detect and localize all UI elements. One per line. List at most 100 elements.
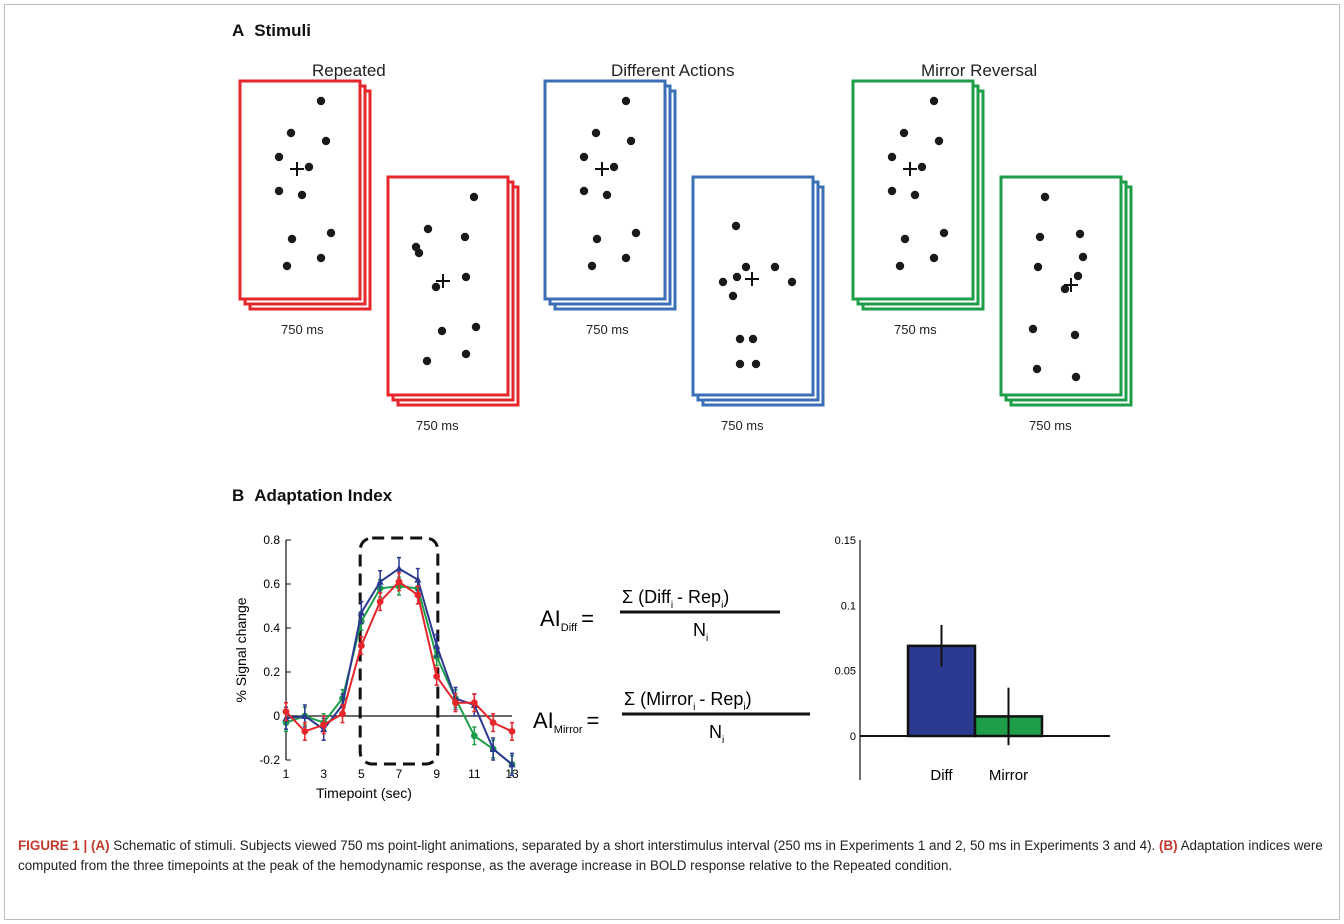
- x-axis-label: Timepoint (sec): [316, 785, 412, 801]
- point-light-dot: [917, 162, 927, 172]
- stimulus-frame-first-layer: [543, 79, 667, 301]
- y-axis-label: % Signal change: [233, 597, 249, 702]
- point-light-dot: [1071, 372, 1081, 382]
- point-light-dot: [592, 234, 602, 244]
- point-light-dot: [770, 262, 780, 272]
- point-light-dot: [939, 228, 949, 238]
- y-tick-label: 0.6: [263, 577, 280, 591]
- data-point: [395, 564, 403, 572]
- point-light-dot: [1073, 271, 1083, 281]
- formula-lhs: AIDiff =: [540, 606, 594, 634]
- condition-title: Mirror Reversal: [921, 61, 1037, 80]
- point-light-dot: [461, 349, 471, 359]
- duration-label: 750 ms: [894, 322, 937, 337]
- formula-sigma: Σ: [622, 587, 638, 607]
- point-light-dot: [304, 162, 314, 172]
- point-light-dot: [900, 234, 910, 244]
- y-tick-label: 0.2: [263, 665, 280, 679]
- x-tick-label: 11: [468, 767, 481, 781]
- point-light-dot: [579, 152, 589, 162]
- point-light-dot: [1075, 229, 1085, 239]
- data-point: [357, 642, 365, 649]
- point-light-dot: [895, 261, 905, 271]
- point-light-dot: [735, 359, 745, 369]
- y-tick-label: 0.4: [263, 621, 280, 635]
- adaptation-index-bar-chart: 0 0.05 0.1 0.15 Diff Mirror: [835, 535, 1110, 784]
- category-label: Diff: [930, 767, 953, 784]
- data-point: [414, 575, 422, 583]
- formula-numerator: Σ (Mirrori - Repi): [624, 689, 752, 713]
- point-light-dot: [321, 136, 331, 146]
- point-light-dot: [929, 96, 939, 106]
- point-light-dot: [282, 261, 292, 271]
- data-point: [508, 728, 516, 735]
- formula-lhs: AIMirror =: [533, 708, 599, 736]
- panel-b-heading: B Adaptation Index: [232, 486, 392, 506]
- point-light-dot: [587, 261, 597, 271]
- formula-sub: i: [722, 735, 724, 746]
- data-point: [320, 721, 328, 729]
- point-light-dot: [274, 186, 284, 196]
- condition-title: Repeated: [312, 61, 386, 80]
- caption-a-text: Schematic of stimuli. Subjects viewed 75…: [113, 838, 1156, 853]
- point-light-dot: [1035, 232, 1045, 242]
- data-point: [376, 598, 384, 605]
- point-light-dot: [899, 128, 909, 138]
- formula-term: - Rep: [699, 689, 743, 709]
- y-tick-label: 0.15: [835, 535, 856, 547]
- point-light-dot: [316, 253, 326, 263]
- formula-diff: AIDiff =Σ (Diffi - Repi)Ni: [540, 587, 780, 644]
- point-light-dot: [1078, 252, 1088, 262]
- stimulus-frame-second: [691, 175, 825, 407]
- formula-eq: =: [581, 606, 594, 631]
- point-light-dot: [461, 272, 471, 282]
- formula-lhs-main: AI: [533, 708, 554, 733]
- point-light-dot: [431, 282, 441, 292]
- y-tick-label: -0.2: [259, 753, 280, 767]
- caption-b-tag: (B): [1159, 838, 1178, 853]
- formula-sigma: Σ: [624, 689, 640, 709]
- stimulus-frame-first: [543, 79, 677, 311]
- data-point: [339, 710, 346, 718]
- point-light-dot: [469, 192, 479, 202]
- stimulus-frame-first: [238, 79, 372, 311]
- figure-frame: [4, 4, 1340, 920]
- point-light-dot: [460, 232, 470, 242]
- point-light-dot: [579, 186, 589, 196]
- point-light-dot: [1070, 330, 1080, 340]
- formula-lhs-sub: Mirror: [554, 724, 583, 736]
- y-tick-label: 0: [273, 709, 280, 723]
- point-light-dot: [602, 190, 612, 200]
- point-light-dot: [609, 162, 619, 172]
- point-light-dot: [735, 334, 745, 344]
- y-tick-label: 0.8: [263, 533, 280, 547]
- point-light-dot: [787, 277, 797, 287]
- formula-eq: =: [587, 708, 600, 733]
- point-light-dot: [748, 334, 758, 344]
- point-light-dot: [411, 242, 421, 252]
- point-light-dot: [731, 221, 741, 231]
- panel-b-letter: B: [232, 486, 245, 505]
- formula-sub: i: [743, 702, 745, 713]
- panel-a-title: Stimuli: [254, 21, 311, 40]
- panel-b-title: Adaptation Index: [254, 486, 393, 505]
- x-tick-label: 3: [320, 767, 327, 781]
- formula-numerator: Σ (Diffi - Repi): [622, 587, 729, 611]
- x-tick-label: 9: [433, 767, 440, 781]
- y-tick-label: 0: [850, 731, 856, 743]
- formula-term: (Diff: [638, 587, 672, 607]
- point-light-dot: [1033, 262, 1043, 272]
- formula-sub: i: [706, 633, 708, 644]
- point-light-dot: [741, 262, 751, 272]
- formula-mirror: AIMirror = Σ (Mirrori - Repi) Ni: [533, 689, 810, 746]
- caption-a-tag: (A): [90, 838, 110, 853]
- point-light-dot: [728, 291, 738, 301]
- series-line: [285, 580, 513, 733]
- formula-denominator: Ni: [709, 722, 724, 746]
- stimulus-frame-second-layer: [999, 175, 1123, 397]
- caption-b-text: Adaptation indices were computed from th…: [18, 838, 1323, 873]
- point-light-dot: [934, 136, 944, 146]
- formula-sub: i: [721, 600, 723, 611]
- data-point: [301, 728, 309, 735]
